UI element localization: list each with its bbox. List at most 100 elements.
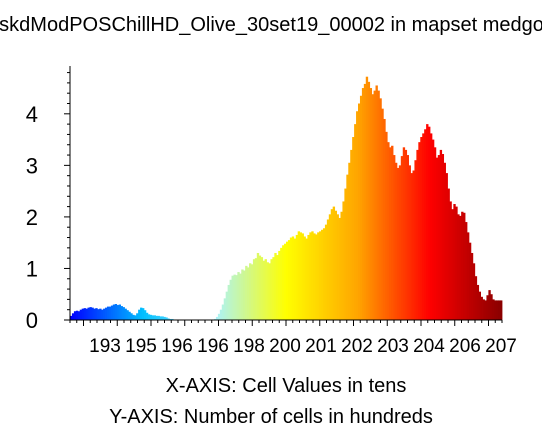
x-tick-label: 207 bbox=[485, 336, 517, 357]
histogram-bar bbox=[303, 236, 306, 320]
histogram-bar bbox=[416, 149, 419, 320]
histogram-bar bbox=[85, 308, 88, 320]
histogram-bar bbox=[492, 299, 495, 320]
histogram-bar bbox=[87, 307, 90, 320]
histogram-bar bbox=[484, 300, 487, 320]
histogram-bar bbox=[270, 259, 273, 320]
histogram-bar bbox=[459, 215, 462, 320]
histogram-bar bbox=[406, 155, 409, 320]
histogram-bar bbox=[356, 111, 359, 321]
histogram-bar bbox=[393, 155, 396, 320]
histogram-bar bbox=[112, 304, 116, 320]
histogram-bar bbox=[101, 309, 104, 320]
histogram-bar bbox=[134, 315, 137, 320]
histogram-bar bbox=[365, 76, 369, 320]
chart-title: MskdModPOSChillHD_Olive_30set19_00002 in… bbox=[0, 14, 542, 36]
histogram-bar bbox=[223, 298, 227, 320]
histogram-bar bbox=[118, 304, 121, 320]
histogram-bar bbox=[463, 212, 466, 320]
histogram-bar bbox=[297, 231, 301, 320]
histogram-bar bbox=[108, 306, 112, 320]
histogram-bar bbox=[264, 259, 267, 320]
x-tick-label: 200 bbox=[269, 336, 301, 357]
histogram-bar bbox=[500, 300, 503, 320]
histogram-bar bbox=[387, 142, 390, 320]
histogram-bar bbox=[171, 318, 174, 320]
histogram-bar bbox=[254, 258, 258, 320]
histogram-bar bbox=[140, 307, 143, 320]
histogram-bar bbox=[106, 306, 110, 320]
x-tick-label: 202 bbox=[341, 336, 373, 357]
histogram-bar bbox=[324, 224, 328, 320]
histogram-bar bbox=[461, 211, 464, 320]
histogram-bar bbox=[371, 94, 374, 320]
histogram-bar bbox=[359, 95, 363, 321]
histogram-bar bbox=[99, 308, 102, 320]
histogram-bar bbox=[352, 137, 355, 320]
histogram-bar bbox=[159, 316, 162, 320]
histogram-bar bbox=[79, 309, 83, 320]
histogram-bar bbox=[414, 160, 417, 320]
x-tick-label: 203 bbox=[377, 336, 409, 357]
histogram-bar bbox=[490, 294, 493, 320]
histogram-bar bbox=[217, 313, 221, 320]
histogram-bar bbox=[336, 214, 339, 320]
histogram-bar bbox=[130, 313, 133, 320]
x-tick-label: 204 bbox=[413, 336, 445, 357]
histogram-bar bbox=[338, 217, 341, 320]
histogram-bar bbox=[431, 139, 435, 320]
histogram-bar bbox=[276, 255, 279, 320]
histogram-bar bbox=[231, 275, 234, 320]
histogram-bar bbox=[293, 238, 297, 320]
histogram-bar bbox=[149, 314, 153, 320]
histogram-bar bbox=[237, 272, 240, 320]
histogram-bar bbox=[433, 147, 437, 320]
histogram-bar bbox=[77, 311, 81, 320]
x-ticks-group: 193 195 196 196 198 200 201 202 203 204 206 207 bbox=[89, 336, 517, 357]
histogram-bar bbox=[375, 85, 378, 321]
histogram-bar bbox=[286, 241, 289, 320]
histogram-bar bbox=[381, 108, 384, 320]
histogram-bar bbox=[280, 247, 283, 320]
histogram-bar bbox=[239, 273, 242, 320]
histogram-bar bbox=[132, 314, 135, 320]
histogram-bar bbox=[145, 312, 149, 320]
histogram-bar bbox=[358, 103, 361, 320]
histogram-bar bbox=[70, 315, 73, 320]
histogram-bar bbox=[95, 308, 98, 320]
histogram-bar bbox=[412, 170, 415, 320]
histogram-bar bbox=[494, 300, 497, 320]
histogram-bar bbox=[474, 276, 478, 320]
histogram-bar bbox=[328, 214, 332, 320]
histogram-bar bbox=[252, 259, 256, 320]
histogram-bar bbox=[468, 242, 472, 320]
histogram-bar bbox=[151, 315, 155, 320]
x-tick-label: 198 bbox=[233, 336, 265, 357]
x-tick-label: 201 bbox=[305, 336, 337, 357]
histogram-bar bbox=[457, 214, 460, 320]
histogram-bar bbox=[83, 308, 86, 320]
x-tick-label: 206 bbox=[449, 336, 481, 357]
histogram-bar bbox=[455, 206, 458, 320]
histogram-bar bbox=[284, 243, 287, 320]
histogram-bar bbox=[287, 240, 291, 320]
histogram-bar bbox=[126, 310, 129, 320]
y-tick-label: 3 bbox=[26, 153, 38, 178]
histogram-bar bbox=[445, 173, 448, 320]
y-tick-label: 2 bbox=[26, 205, 38, 230]
histogram-bar bbox=[71, 313, 75, 320]
histogram-bar bbox=[342, 201, 345, 320]
histogram-bar bbox=[322, 228, 326, 320]
histogram-bar bbox=[105, 307, 108, 320]
histogram-bar bbox=[89, 307, 92, 320]
histogram-bar bbox=[301, 233, 304, 320]
histogram-bar bbox=[260, 257, 264, 320]
histogram-bar bbox=[268, 263, 271, 320]
histogram-bar bbox=[157, 315, 160, 320]
x-tick-label: 193 bbox=[89, 336, 121, 357]
histogram-bar bbox=[361, 88, 365, 320]
histogram-bar bbox=[437, 155, 441, 320]
histogram-bar bbox=[482, 299, 485, 320]
histogram-bar bbox=[116, 305, 120, 320]
